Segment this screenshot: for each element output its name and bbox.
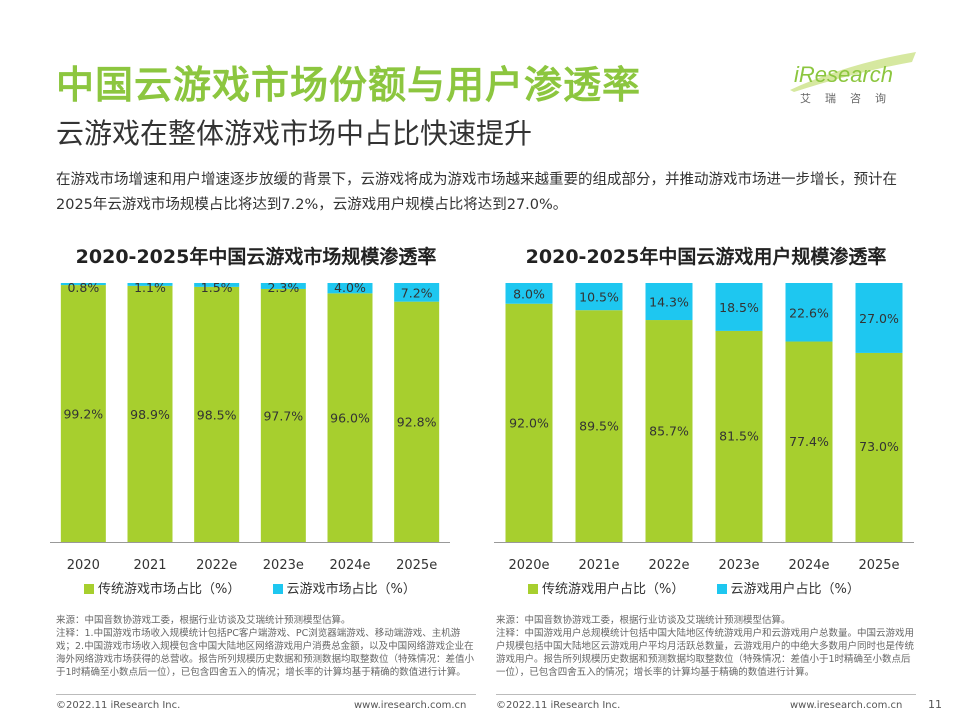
website-link[interactable]: www.iresearch.com.cn — [790, 700, 903, 711]
page-subtitle: 云游戏在整体游戏市场中占比快速提升 — [56, 117, 533, 150]
bar-cloud — [785, 283, 833, 342]
legend-label: 传统游戏用户占比（%） — [542, 582, 685, 597]
bar-traditional — [785, 341, 833, 542]
bar-cloud — [715, 283, 763, 331]
data-label-traditional: 97.7% — [263, 409, 303, 424]
iresearch-logo: iResearch 艾瑞咨询 — [786, 50, 926, 110]
bar-traditional — [127, 285, 173, 542]
footnote: 注释：中国游戏用户总规模统计包括中国大陆地区传统游戏用户和云游戏用户总数量。中国… — [496, 628, 915, 678]
data-label-traditional: 96.0% — [330, 411, 370, 426]
page-title: 中国云游戏市场份额与用户渗透率 — [56, 63, 642, 107]
legend-swatch — [84, 584, 94, 594]
bar-cloud — [194, 283, 240, 287]
data-label-traditional: 73.0% — [859, 439, 899, 454]
user-chart-title: 2020-2025年中国云游戏用户规模渗透率 — [525, 246, 887, 268]
copyright: ©2022.11 iResearch Inc. — [496, 700, 621, 711]
data-label-cloud: 14.3% — [649, 295, 689, 310]
x-tick-label: 2023e — [263, 558, 304, 573]
x-tick-label: 2020 — [67, 558, 100, 573]
bar-cloud — [505, 283, 553, 304]
copyright: ©2022.11 iResearch Inc. — [56, 700, 181, 711]
legend-label: 传统游戏市场占比（%） — [98, 582, 241, 597]
bar-traditional — [394, 301, 440, 542]
legend-item-traditional-market: 传统游戏市场占比（%） — [84, 582, 245, 597]
market-share-chart: 99.2% 0.8% 2020 98.9% 1.1% 2021 98.5% 1.5% 2022e… — [50, 280, 450, 573]
data-label-traditional: 89.5% — [579, 419, 619, 434]
x-tick-label: 2022e — [196, 558, 237, 573]
x-tick-label: 2023e — [718, 558, 759, 573]
bar-traditional — [505, 303, 553, 542]
x-tick-label: 2021e — [578, 558, 619, 573]
bar-cloud — [260, 283, 306, 289]
footnote: 注释：1.中国游戏市场收入规模统计包括PC客户端游戏、PC浏览器端游戏、移动端游… — [56, 628, 475, 678]
bar-traditional — [194, 286, 240, 542]
data-label-traditional: 77.4% — [789, 434, 829, 449]
bar-cloud — [855, 283, 903, 353]
x-tick-label: 2024e — [329, 558, 370, 573]
data-label-cloud: 4.0% — [334, 280, 366, 295]
footer-divider — [56, 694, 476, 695]
data-label-cloud: 22.6% — [789, 305, 829, 320]
bar-traditional — [715, 330, 763, 542]
logo-wordmark: iResearch — [794, 62, 894, 87]
data-label-traditional: 98.9% — [130, 407, 170, 422]
bar-cloud — [127, 283, 173, 286]
data-label-traditional: 81.5% — [719, 429, 759, 444]
data-label-traditional: 99.2% — [63, 407, 103, 422]
bar-traditional — [855, 352, 903, 542]
bar-traditional — [60, 285, 106, 542]
data-label-cloud: 1.1% — [134, 280, 166, 295]
intro-paragraph: 在游戏市场增速和用户增速逐步放缓的背景下，云游戏将成为游戏市场越来越重要的组成部… — [56, 172, 897, 213]
bar-traditional — [327, 293, 373, 542]
x-tick-label: 2022e — [648, 558, 689, 573]
logo-subtext: 艾瑞咨询 — [800, 92, 900, 105]
x-tick-label: 2025e — [858, 558, 899, 573]
data-label-traditional: 98.5% — [197, 408, 237, 423]
data-label-traditional: 92.0% — [509, 416, 549, 431]
data-label-cloud: 8.0% — [513, 286, 545, 301]
legend-item-traditional-users: 传统游戏用户占比（%） — [528, 582, 689, 597]
footer-divider — [496, 694, 916, 695]
market-chart-notes: 来源：中国音数协游戏工委，根据行业访谈及艾瑞统计预测模型估算。 注释：1.中国游… — [56, 614, 474, 679]
data-label-cloud: 0.8% — [67, 280, 99, 295]
logo-swoosh-icon — [790, 52, 916, 92]
website-link[interactable]: www.iresearch.com.cn — [354, 700, 467, 711]
data-label-cloud: 18.5% — [719, 300, 759, 315]
bar-cloud — [645, 283, 693, 321]
data-label-traditional: 92.8% — [397, 415, 437, 430]
user-chart-legend: 传统游戏用户占比（%） 云游戏用户占比（%） — [528, 578, 888, 597]
legend-swatch — [716, 584, 727, 594]
bar-cloud — [327, 283, 373, 294]
x-tick-label: 2020e — [508, 558, 549, 573]
bar-cloud — [575, 283, 623, 311]
market-chart-title: 2020-2025年中国云游戏市场规模渗透率 — [75, 246, 437, 268]
bar-traditional — [575, 310, 623, 542]
data-label-cloud: 7.2% — [401, 285, 433, 300]
data-label-cloud: 1.5% — [201, 280, 233, 295]
bar-traditional — [645, 320, 693, 542]
user-chart-notes: 来源：中国音数协游戏工委，根据行业访谈及艾瑞统计预测模型估算。 注释：中国游戏用… — [496, 614, 914, 679]
legend-label: 云游戏用户占比（%） — [730, 582, 860, 597]
source-note: 来源：中国音数协游戏工委，根据行业访谈及艾瑞统计预测模型估算。 — [496, 615, 791, 626]
legend-label: 云游戏市场占比（%） — [286, 582, 416, 597]
x-tick-label: 2021 — [133, 558, 166, 573]
bar-traditional — [260, 288, 306, 542]
data-label-cloud: 2.3% — [267, 280, 299, 295]
data-label-cloud: 27.0% — [859, 311, 899, 326]
user-share-chart: 92.0% 8.0% 2020e 89.5% 10.5% 2021e 85.7% 14.3% 2… — [494, 283, 914, 573]
x-tick-label: 2024e — [788, 558, 829, 573]
legend-item-cloud-market: 云游戏市场占比（%） — [272, 582, 416, 597]
source-note: 来源：中国音数协游戏工委，根据行业访谈及艾瑞统计预测模型估算。 — [56, 615, 351, 626]
legend-swatch — [528, 584, 538, 594]
legend-swatch — [272, 584, 283, 594]
x-tick-label: 2025e — [396, 558, 437, 573]
page-number: 11 — [928, 698, 942, 711]
legend-item-cloud-users: 云游戏用户占比（%） — [716, 582, 860, 597]
bar-cloud — [394, 283, 440, 302]
data-label-cloud: 10.5% — [579, 290, 619, 305]
data-label-traditional: 85.7% — [649, 423, 689, 438]
market-chart-legend: 传统游戏市场占比（%） 云游戏市场占比（%） — [84, 578, 444, 597]
bar-cloud — [60, 283, 106, 286]
